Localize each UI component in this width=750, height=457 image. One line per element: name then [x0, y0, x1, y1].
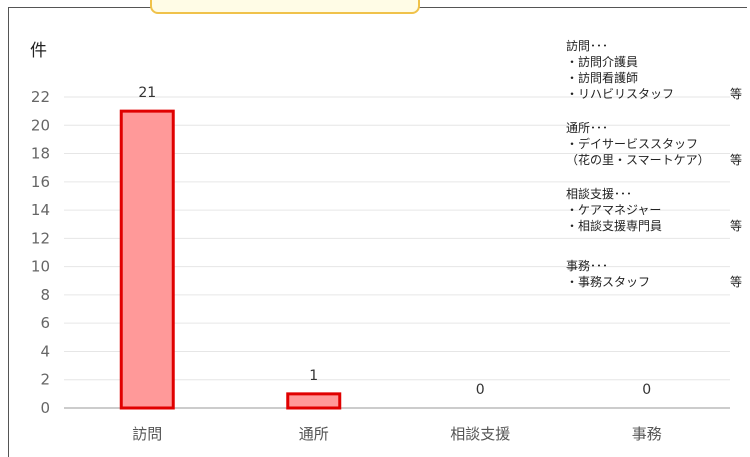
note-block: 通所･･･ ・デイサービススタッフ （花の里・スマートケア） 等: [566, 120, 744, 168]
note-line: ・訪問看護師: [566, 70, 744, 86]
note-line-text: ・リハビリスタッフ: [566, 87, 675, 101]
note-title: 相談支援･･･: [566, 187, 633, 201]
y-tick-label: 20: [31, 116, 50, 134]
note-block: 事務･･･ ・事務スタッフ 等: [566, 258, 744, 290]
note-line-text: ・ケアマネジャー: [566, 203, 662, 217]
note-line-suffix: 等: [730, 275, 743, 289]
note-line-text: （花の里・スマートケア）: [566, 153, 710, 167]
note-line-text: ・相談支援専門員: [566, 219, 663, 233]
data-label: 21: [138, 85, 156, 101]
data-label: 1: [309, 368, 318, 384]
note-line: ・事務スタッフ 等: [566, 274, 744, 290]
note-line-text: ・訪問看護師: [566, 71, 639, 85]
x-tick-label: 通所: [299, 425, 329, 443]
y-axis-unit-label: 件: [30, 41, 47, 61]
note-block: 相談支援･･･ ・ケアマネジャー ・相談支援専門員 等: [566, 186, 744, 234]
note-line: ・デイサービススタッフ: [566, 136, 744, 152]
note-line: ・相談支援専門員 等: [566, 218, 744, 234]
y-tick-label: 2: [40, 371, 50, 389]
y-tick-label: 4: [40, 342, 50, 360]
note-line: ・ケアマネジャー: [566, 202, 744, 218]
y-tick-label: 18: [31, 145, 50, 163]
note-line-suffix: 等: [730, 87, 743, 101]
title-banner: [150, 0, 420, 14]
note-title: 事務･･･: [566, 259, 609, 273]
note-line-text: ・デイサービススタッフ: [566, 137, 699, 151]
y-tick-label: 10: [31, 258, 50, 276]
data-label: 0: [642, 382, 651, 398]
y-tick-label: 22: [31, 88, 50, 106]
x-tick-label: 事務: [632, 425, 662, 443]
y-tick-label: 14: [31, 201, 50, 219]
note-line-text: ・訪問介護員: [566, 55, 639, 69]
data-label: 0: [476, 382, 485, 398]
note-line-suffix: 等: [730, 153, 743, 167]
y-tick-label: 6: [40, 314, 50, 332]
note-line-suffix: 等: [730, 219, 743, 233]
note-line: ・リハビリスタッフ 等: [566, 86, 744, 102]
note-block: 訪問･･･ ・訪問介護員 ・訪問看護師・リハビリスタッフ 等: [566, 38, 744, 102]
bar-1: [119, 109, 175, 410]
note-line: （花の里・スマートケア） 等: [566, 152, 744, 168]
note-line-text: ・事務スタッフ: [566, 275, 651, 289]
y-tick-label: 0: [40, 399, 50, 417]
y-tick-label: 8: [40, 286, 50, 304]
x-tick-label: 訪問: [132, 425, 162, 443]
bar-2: [286, 392, 342, 410]
x-tick-label: 相談支援: [450, 425, 510, 443]
note-title: 訪問･･･: [566, 39, 609, 53]
y-tick-label: 16: [31, 173, 50, 191]
note-title: 通所･･･: [566, 121, 609, 135]
y-tick-label: 12: [31, 229, 50, 247]
note-line: ・訪問介護員: [566, 54, 744, 70]
